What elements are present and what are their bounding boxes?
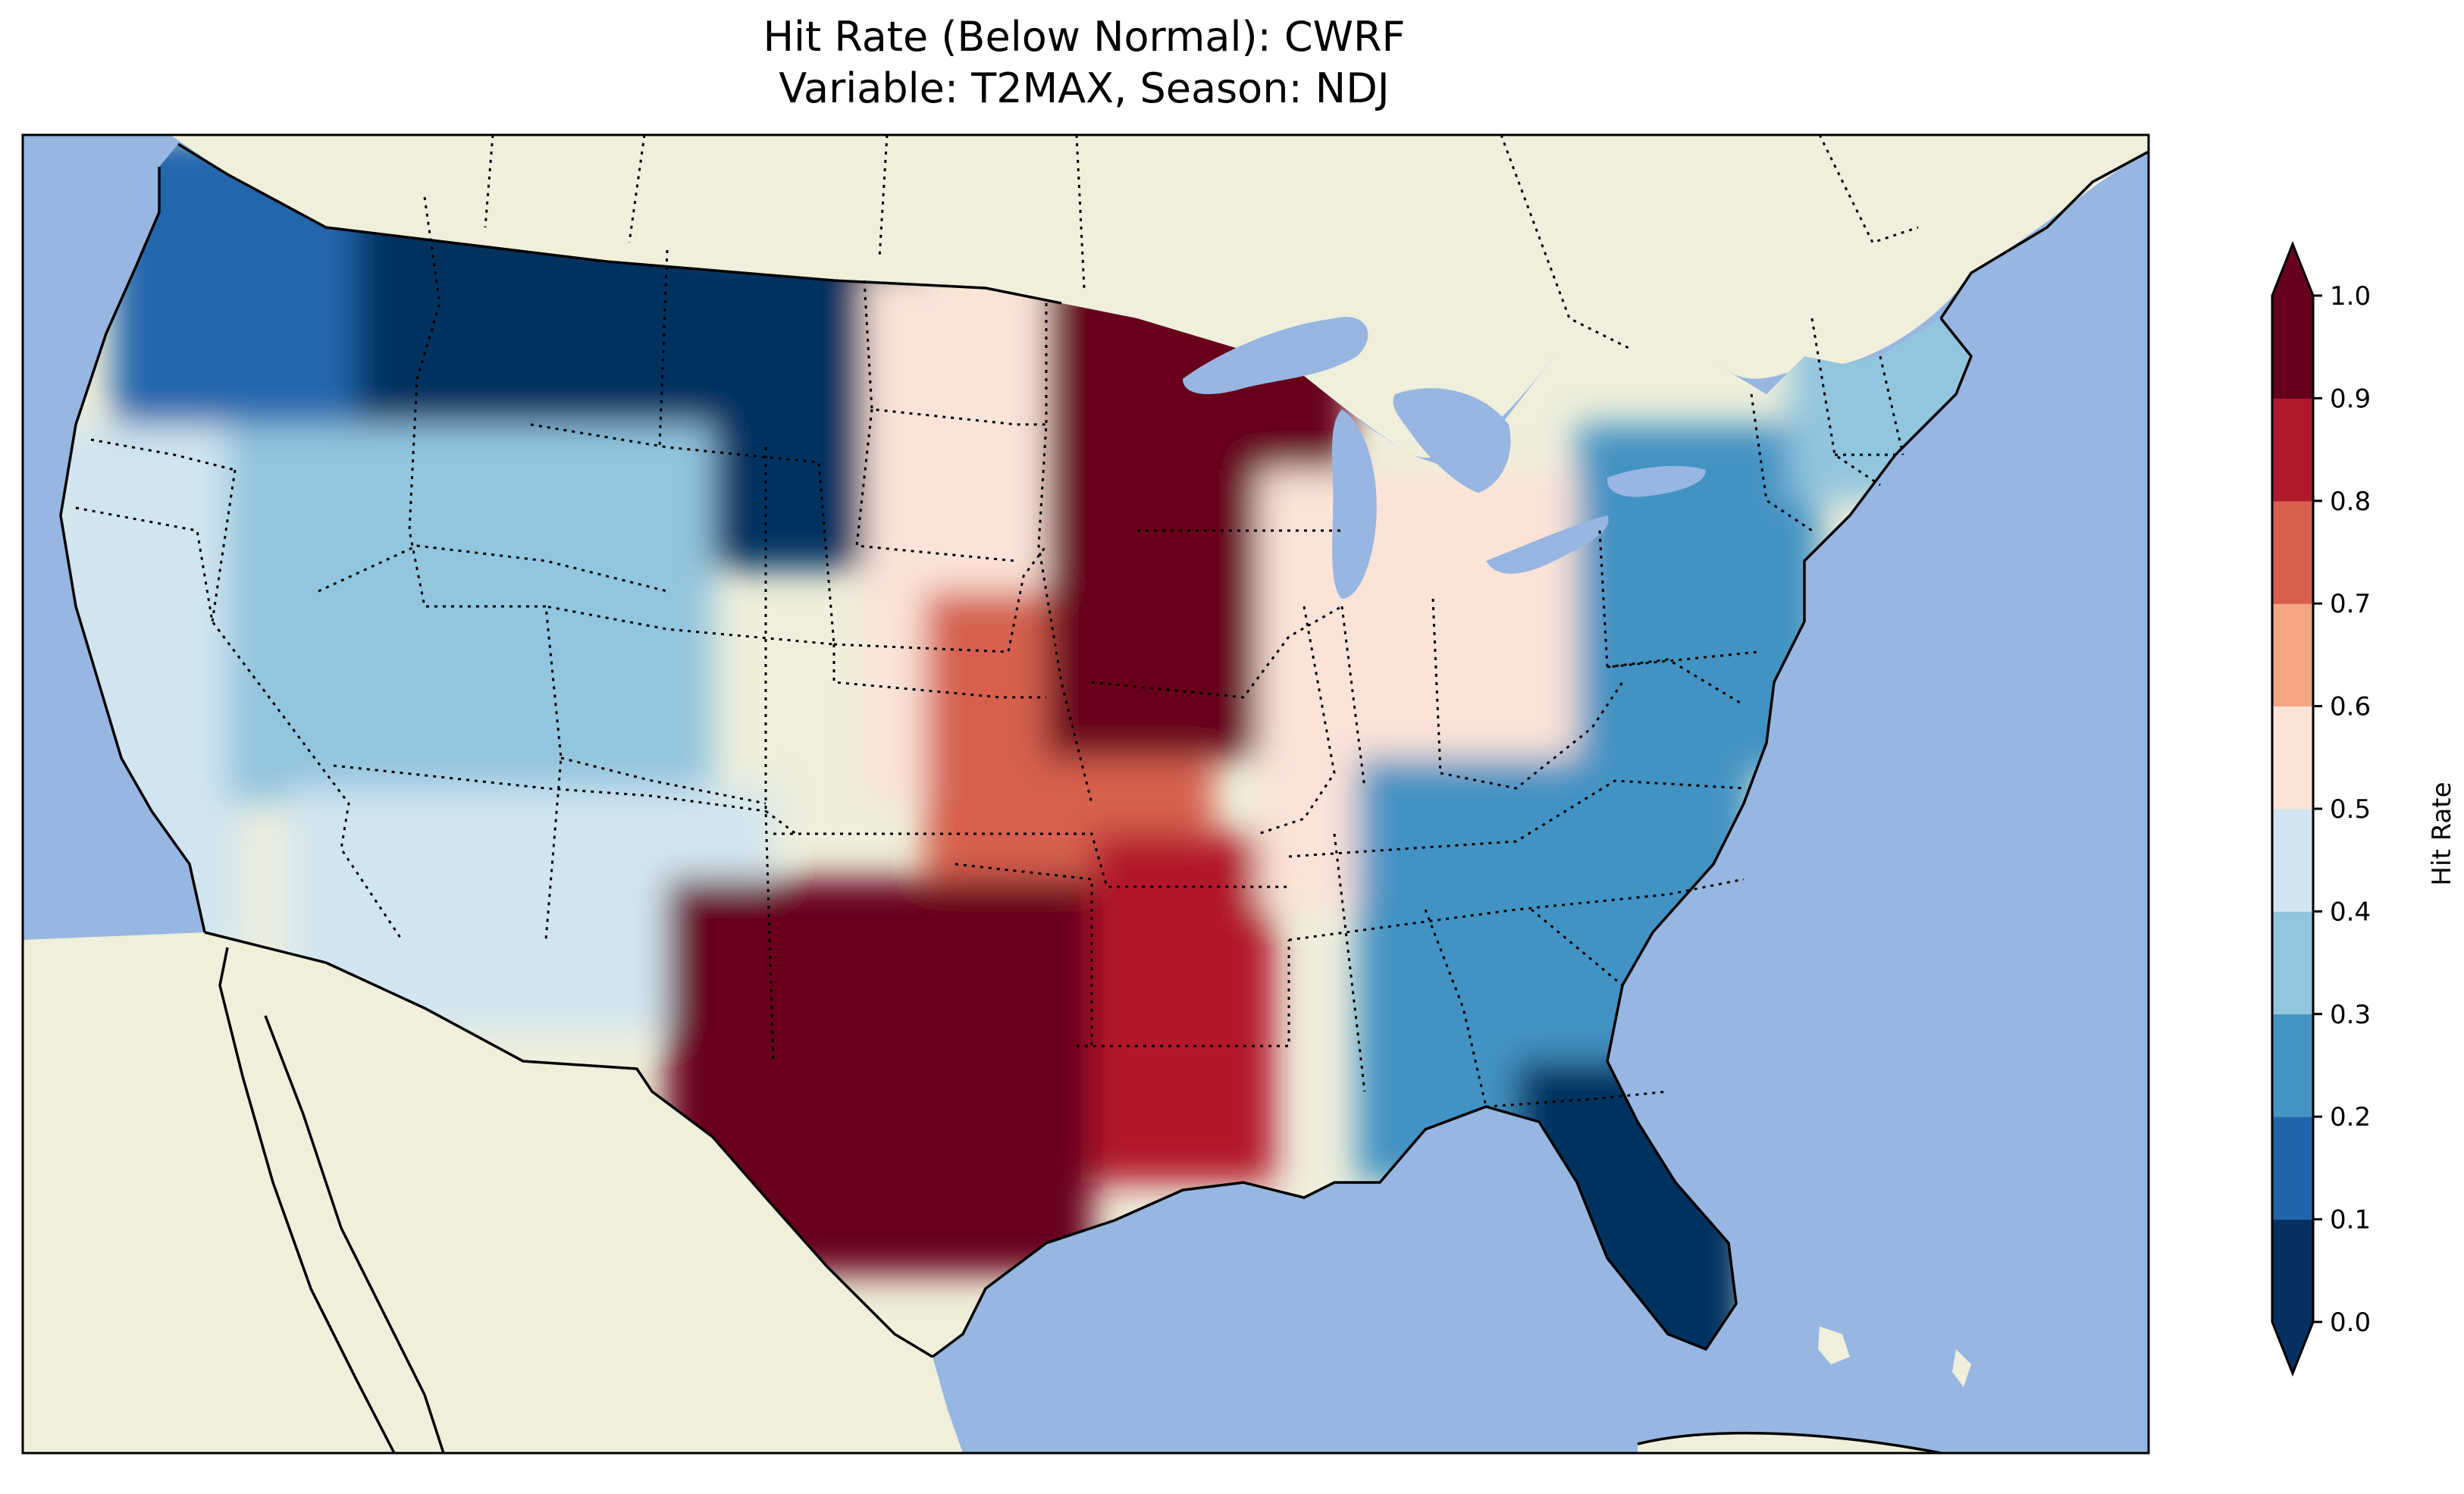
map-title-line2: Variable: T2MAX, Season: NDJ — [779, 64, 1390, 112]
land-cuba — [1638, 1433, 1941, 1453]
province-boundaries — [484, 135, 1919, 350]
great-lakes — [1183, 317, 1706, 599]
lake-michigan — [1331, 409, 1377, 599]
coastlines — [59, 143, 2149, 1453]
lake-huron — [1393, 388, 1511, 493]
land-canada — [171, 135, 2149, 458]
state-boundaries — [75, 196, 1904, 1108]
region-lower-mississippi — [1092, 834, 1274, 1182]
land-bahamas-2 — [1952, 1349, 1971, 1387]
region-great-basin — [227, 424, 713, 803]
lake-ontario — [1607, 465, 1706, 497]
lake-erie — [1486, 515, 1609, 574]
land-bahamas-1 — [1818, 1326, 1850, 1364]
map-frame — [21, 133, 2150, 1455]
lake-superior — [1183, 317, 1368, 394]
map-title-line1: Hit Rate (Below Normal): CWRF — [763, 13, 1406, 61]
